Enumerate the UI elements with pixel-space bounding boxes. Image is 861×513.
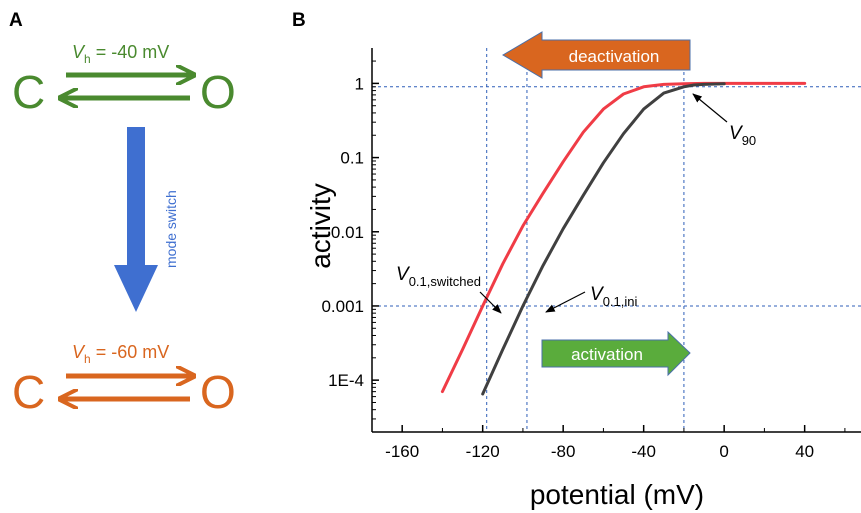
v01-switched-pointer-arrow	[479, 291, 502, 314]
x-ticks: -160 -120 -80 -40 0 40	[385, 425, 846, 461]
panel-a-label: A	[9, 10, 23, 31]
x-tick-label-1: -120	[466, 442, 500, 461]
x-tick-label-4: 0	[719, 442, 728, 461]
y-tick-label-4: 1	[355, 74, 364, 93]
reference-lines	[372, 48, 861, 432]
bottom-voltage-label: Vh = -60 mV	[72, 342, 169, 366]
bottom-open-state: O	[200, 366, 236, 418]
y-tick-label-3: 0.1	[340, 149, 364, 168]
v01-ini-annotation: V0.1,ini	[590, 284, 637, 309]
v01-switched-annotation: V0.1,switched	[396, 264, 481, 289]
y-axis-label: activity	[305, 183, 336, 269]
x-tick-label-0: -160	[385, 442, 419, 461]
v01-ini-pointer-arrow	[545, 291, 586, 313]
activation-arrow	[541, 330, 691, 377]
v90-pointer-arrow	[692, 93, 728, 123]
y-tick-label-0: 1E-4	[328, 371, 364, 390]
top-open-state: O	[200, 66, 236, 118]
y-tick-label-2: 0.01	[331, 223, 364, 242]
panel-a: A Vh = -40 mV C O mode switch Vh = -60 m…	[9, 10, 236, 418]
x-tick-label-5: 40	[795, 442, 814, 461]
deactivation-arrow	[502, 31, 691, 79]
y-tick-label-1: 0.001	[321, 297, 364, 316]
y-ticks: 1E-4 0.001 0.01 0.1 1	[321, 60, 379, 420]
series-group	[440, 81, 807, 396]
activation-label: activation	[571, 345, 643, 364]
mode-switch-label: mode switch	[163, 190, 179, 268]
deactivation-label: deactivation	[569, 47, 660, 66]
bottom-closed-state: C	[12, 366, 45, 418]
mode-switch-arrow	[114, 127, 158, 312]
x-axis-label: potential (mV)	[530, 479, 704, 510]
x-tick-label-2: -80	[551, 442, 576, 461]
top-closed-state: C	[12, 66, 45, 118]
top-voltage-label: Vh = -40 mV	[72, 42, 169, 66]
panel-b-label: B	[292, 10, 306, 31]
x-tick-label-3: -40	[631, 442, 656, 461]
panel-b: B 1E-4 0.001 0.01 0.1 1 -160 -120 -80 -40 0 40 ac…	[292, 10, 861, 510]
v90-annotation: V90	[729, 123, 756, 148]
series-line-1	[481, 82, 726, 396]
